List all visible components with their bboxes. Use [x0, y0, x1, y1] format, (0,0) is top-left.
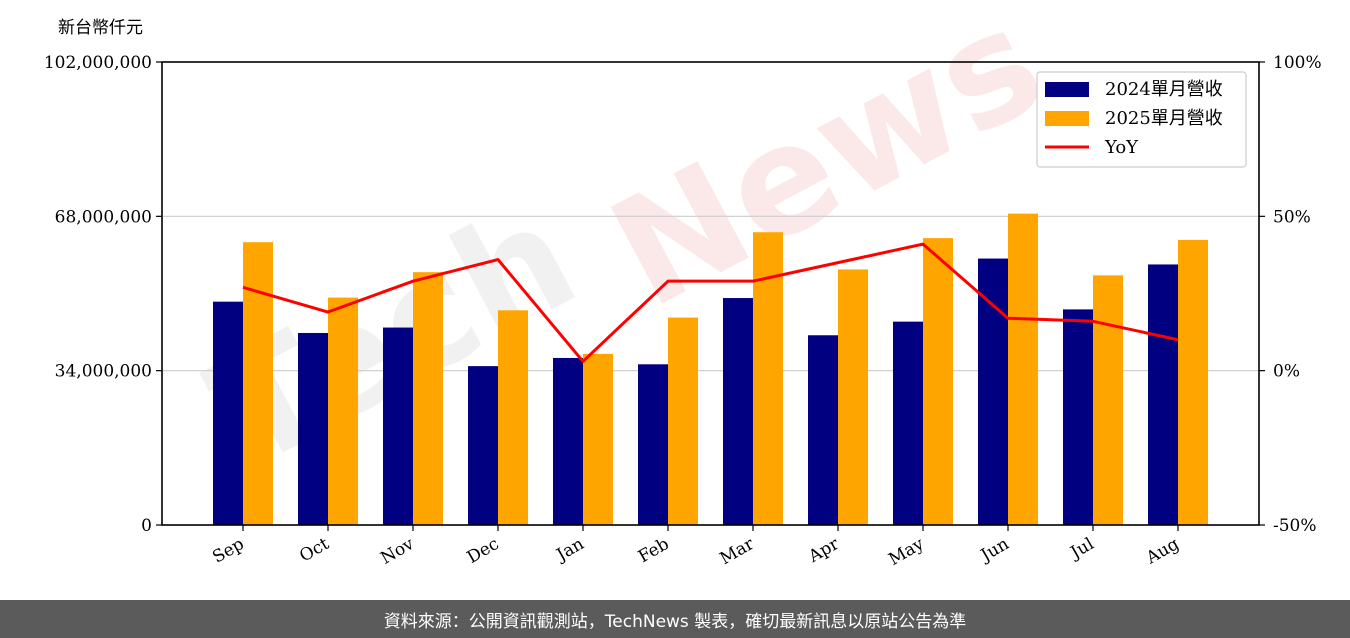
bar-2025-may [923, 238, 953, 525]
y-left-tick-label: 34,000,000 [55, 362, 152, 382]
bar-2025-aug [1178, 239, 1208, 525]
bar-2025-sep [243, 242, 273, 526]
x-tick-label-jan: Jan [552, 534, 588, 566]
bar-2024-may [893, 321, 923, 525]
bar-2025-jul [1093, 275, 1123, 525]
legend-label-3: YoY [1104, 137, 1139, 158]
bar-2025-jun [1008, 213, 1038, 525]
x-tick-label-dec: Dec [464, 534, 503, 568]
bar-2024-oct [298, 332, 328, 525]
bars [213, 213, 1208, 526]
bar-2024-jan [553, 357, 583, 525]
legend: 2024單月營收 2025單月營收 YoY [1036, 71, 1247, 168]
bar-2025-dec [498, 310, 528, 525]
x-tick-label-jul: Jul [1066, 534, 1098, 564]
bar-2024-mar [723, 298, 753, 525]
footer-text: 資料來源：公開資訊觀測站，TechNews 製表，確切最新訊息以原站公告為準 [383, 611, 967, 632]
yoy-line [242, 242, 1179, 363]
y-right-tick-label: 0% [1273, 362, 1300, 382]
bar-2024-dec [468, 366, 498, 525]
x-tick-label-sep: Sep [209, 534, 247, 568]
y-left-tick-label: 102,000,000 [44, 53, 152, 73]
chart: TechNews 034,000,00068,000,000102,000,00… [44, 0, 1322, 570]
y-axis-unit-label: 新台幣仟元 [58, 18, 143, 38]
x-tick-label-feb: Feb [635, 534, 673, 567]
x-tick-label-aug: Aug [1142, 534, 1183, 569]
x-tick-label-jun: Jun [976, 534, 1013, 567]
y-left-tick-label: 68,000,000 [55, 207, 152, 227]
bar-2025-jan [583, 353, 613, 525]
footer: 資料來源：公開資訊觀測站，TechNews 製表，確切最新訊息以原站公告為準 [0, 600, 1350, 638]
plot-frame [161, 61, 1260, 526]
bar-2025-feb [668, 317, 698, 525]
y-left-tick-label: 0 [141, 516, 152, 536]
bar-2024-aug [1148, 264, 1178, 525]
legend-box [1036, 71, 1247, 168]
legend-swatch-1 [1045, 82, 1089, 97]
y-right-tick-label: 100% [1273, 53, 1322, 73]
y-right-tick-label: -50% [1273, 516, 1317, 536]
x-tick-label-nov: Nov [377, 534, 417, 569]
legend-swatch-2 [1045, 111, 1089, 126]
y-right-tick-label: 50% [1273, 207, 1311, 227]
bar-2024-feb [638, 364, 668, 525]
legend-label-2: 2025單月營收 [1105, 108, 1223, 129]
bar-2024-jun [978, 258, 1008, 525]
yoy-line-group [242, 242, 1179, 363]
bar-2024-nov [383, 327, 413, 525]
bar-2024-apr [808, 335, 838, 525]
bar-2024-sep [213, 301, 243, 525]
x-tick-label-apr: Apr [805, 534, 844, 568]
legend-label-1: 2024單月營收 [1105, 79, 1223, 100]
x-tick-label-mar: Mar [717, 534, 759, 570]
bar-2025-oct [328, 297, 358, 525]
bar-2024-jul [1063, 309, 1093, 525]
axes [161, 61, 1260, 526]
x-tick-label-oct: Oct [296, 534, 332, 567]
bar-2025-nov [413, 272, 443, 525]
bar-2025-apr [838, 269, 868, 525]
x-tick-label-may: May [885, 534, 928, 570]
